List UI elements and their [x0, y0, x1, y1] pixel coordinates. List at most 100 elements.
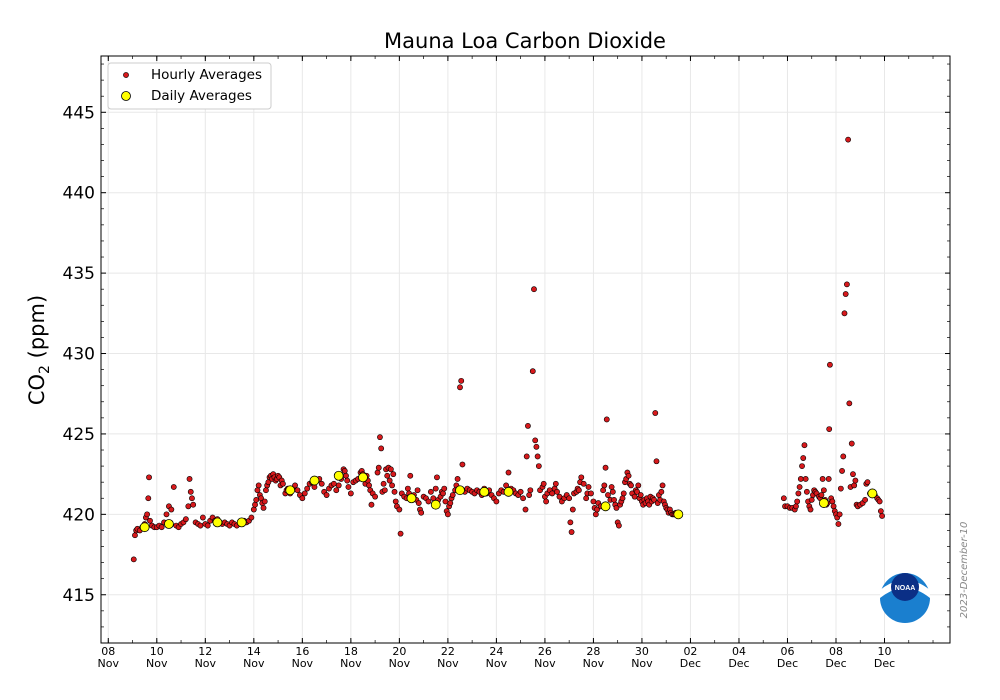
hourly-point: [837, 485, 844, 492]
hourly-point: [829, 498, 836, 505]
x-tick-month-label: Nov: [146, 657, 168, 670]
hourly-point: [568, 529, 575, 535]
date-watermark-text: 2023-December-10: [959, 522, 970, 619]
hourly-point: [609, 488, 616, 495]
hourly-point: [525, 422, 531, 429]
x-tick-label: 28: [586, 645, 600, 658]
hourly-point: [631, 493, 638, 500]
hourly-point: [803, 488, 810, 495]
x-tick-label: 26: [538, 645, 552, 658]
hourly-point: [427, 488, 434, 495]
hourly-point: [341, 468, 348, 474]
hourly-point: [130, 556, 137, 563]
hourly-point: [170, 484, 177, 490]
x-tick-label: 20: [392, 645, 406, 658]
hourly-point: [199, 514, 206, 521]
y-axis-ticks: 415 420 425 430 435 440 445: [63, 63, 950, 644]
hourly-point: [294, 487, 301, 494]
hourly-point: [620, 490, 627, 497]
hourly-point: [877, 508, 884, 515]
hourly-point: [840, 453, 847, 460]
legend-marker-daily: [121, 91, 131, 101]
hourly-point: [190, 501, 197, 508]
x-tick-month-label: Dec: [728, 657, 749, 670]
hourly-point: [658, 488, 665, 495]
daily-point: [236, 517, 247, 528]
hourly-point: [819, 476, 826, 482]
hourly-point: [505, 469, 512, 476]
x-tick-month-label: Nov: [534, 657, 556, 670]
hourly-point: [440, 490, 446, 497]
hourly-point: [836, 511, 843, 518]
hourly-point: [531, 286, 537, 293]
y-tick-label: 440: [63, 184, 95, 204]
hourly-point: [800, 455, 807, 461]
hourly-point: [848, 440, 855, 447]
daily-point: [503, 486, 514, 497]
hourly-point: [862, 496, 868, 503]
daily-point: [333, 470, 344, 481]
hourly-point: [628, 482, 634, 489]
hourly-point: [457, 384, 463, 391]
hourly-point: [527, 487, 534, 494]
hourly-point: [252, 501, 258, 508]
hourly-point: [434, 474, 440, 481]
hourly-point: [588, 490, 594, 497]
hourly-point: [386, 477, 393, 484]
y-tick-label: 445: [63, 103, 95, 123]
hourly-point: [263, 487, 269, 494]
hourly-point: [605, 492, 611, 498]
hourly-point: [820, 487, 827, 494]
hourly-point: [345, 484, 352, 490]
hourly-point: [454, 476, 461, 482]
hourly-point: [835, 521, 842, 527]
hourly-point: [864, 479, 871, 486]
hourly-point: [458, 377, 465, 384]
hourly-point: [793, 503, 799, 510]
daily-series: [139, 470, 878, 533]
noaa-logo-text: NOAA: [895, 585, 916, 592]
hourly-point: [523, 453, 530, 460]
hourly-point: [185, 503, 192, 510]
hourly-point: [634, 488, 640, 495]
hourly-point: [447, 500, 454, 506]
hourly-point: [845, 136, 852, 143]
daily-point: [600, 501, 611, 512]
hourly-point: [493, 498, 500, 505]
daily-point: [406, 493, 417, 504]
hourly-point: [380, 480, 387, 487]
hourly-point: [637, 492, 644, 498]
hourly-point: [851, 482, 858, 489]
hourly-point: [372, 493, 379, 500]
hourly-point: [197, 522, 204, 529]
hourly-point: [852, 477, 859, 484]
hourly-point: [540, 480, 547, 487]
hourly-point: [830, 503, 837, 510]
hourly-point: [590, 498, 597, 505]
hourly-point: [846, 400, 853, 407]
hourly-point: [799, 463, 805, 469]
hourly-point: [826, 426, 833, 433]
hourly-point: [842, 291, 849, 297]
hourly-point: [580, 480, 587, 487]
y-axis-label-text: CO2 (ppm): [25, 295, 53, 405]
legend: Hourly Averages Daily Averages: [107, 62, 272, 110]
x-tick-month-label: Dec: [777, 657, 798, 670]
hourly-point: [850, 471, 856, 478]
daily-point: [309, 475, 320, 486]
hourly-point: [253, 496, 260, 503]
hourly-point: [594, 506, 600, 513]
x-tick-month-label: Nov: [486, 657, 508, 670]
date-watermark: 2023-December-10: [959, 522, 970, 619]
x-tick-label: 24: [489, 645, 503, 658]
grid: [101, 56, 950, 643]
hourly-point: [653, 458, 660, 465]
hourly-point: [414, 487, 421, 494]
daily-point: [139, 522, 150, 533]
hourly-point: [335, 482, 342, 489]
legend-label-hourly: Hourly Averages: [151, 67, 262, 83]
hourly-series: [130, 136, 885, 563]
hourly-point: [347, 490, 354, 497]
hourly-point: [432, 485, 439, 492]
hourly-point: [301, 490, 308, 497]
